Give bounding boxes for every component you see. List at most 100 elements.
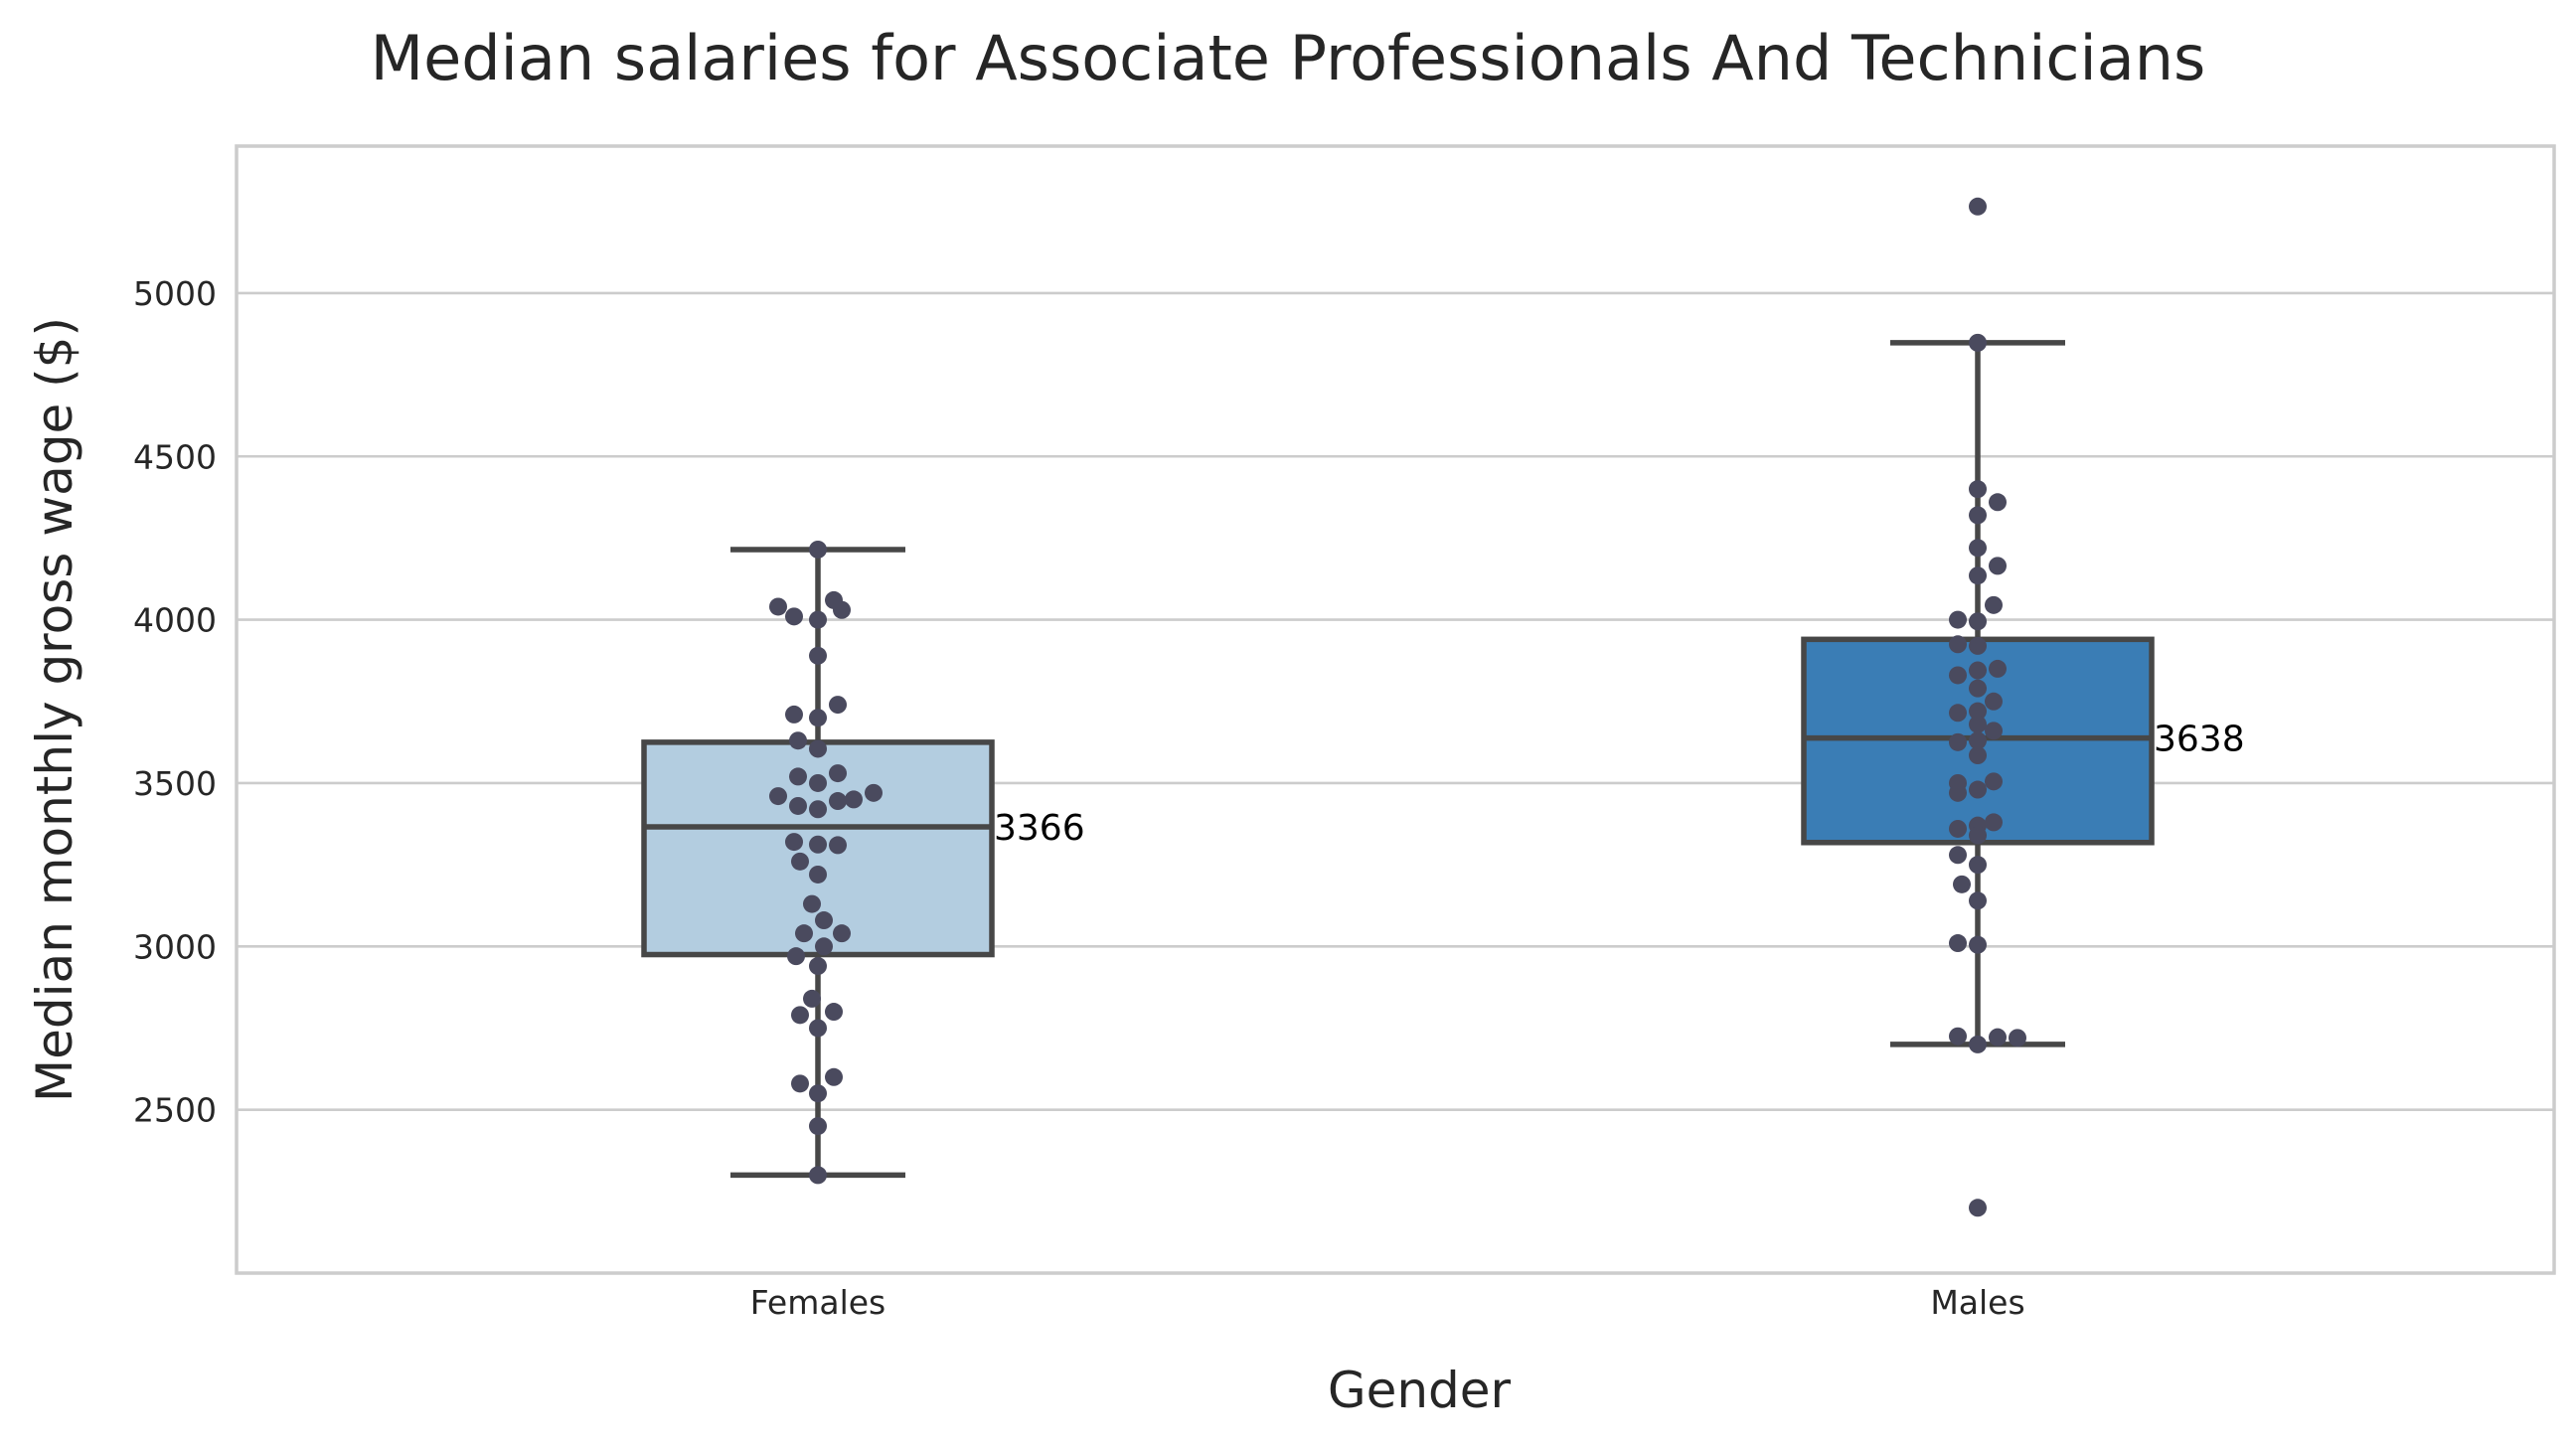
point-males-21 [1969, 731, 1987, 750]
point-females-6 [809, 646, 827, 665]
y-tick-label-3000: 3000 [133, 927, 217, 966]
point-females-34 [825, 1003, 843, 1022]
point-males-14 [1949, 666, 1967, 685]
point-males-28 [1985, 813, 2003, 832]
point-males-36 [1949, 934, 1967, 953]
point-males-10 [1949, 635, 1967, 654]
x-tick-label-males: Males [1930, 1283, 2024, 1322]
point-females-5 [809, 610, 827, 629]
point-males-7 [1985, 595, 2003, 614]
point-females-2 [769, 597, 787, 616]
point-females-14 [809, 773, 827, 792]
point-males-35 [1969, 891, 1987, 910]
point-females-7 [829, 696, 847, 715]
point-males-32 [1949, 846, 1967, 865]
point-males-16 [1985, 692, 2003, 711]
point-females-21 [785, 833, 803, 852]
point-females-3 [833, 600, 851, 619]
point-males-38 [1949, 1027, 1967, 1046]
point-females-16 [769, 787, 787, 806]
point-males-17 [1969, 702, 1987, 721]
y-tick-label-4500: 4500 [133, 437, 217, 476]
point-females-22 [809, 835, 827, 854]
point-females-27 [815, 911, 833, 930]
point-females-37 [825, 1067, 843, 1086]
point-males-4 [1969, 539, 1987, 558]
point-males-39 [1989, 1028, 2007, 1046]
y-tick-label-4000: 4000 [133, 601, 217, 640]
point-females-41 [809, 1166, 827, 1185]
median-label-males: 3638 [2154, 720, 2245, 760]
point-males-23 [1969, 746, 1987, 765]
chart-title: Median salaries for Associate Profession… [371, 22, 2206, 94]
point-males-30 [1949, 819, 1967, 838]
point-females-38 [791, 1074, 809, 1093]
point-males-9 [1969, 612, 1987, 631]
point-males-1 [1969, 480, 1987, 499]
outlier-males-1 [1969, 1199, 1987, 1217]
point-females-19 [789, 796, 807, 815]
plot-frame [235, 144, 2556, 1275]
y-tick-label-3500: 3500 [133, 764, 217, 803]
outlier-males-0 [1969, 197, 1987, 216]
x-axis-categories: Females Males [750, 1283, 2025, 1322]
point-females-12 [829, 764, 847, 783]
point-females-24 [791, 852, 809, 871]
point-females-31 [787, 947, 805, 966]
point-males-8 [1949, 610, 1967, 629]
point-females-10 [789, 731, 807, 750]
point-males-40 [2009, 1029, 2026, 1047]
x-tick-label-females: Females [750, 1283, 886, 1322]
y-tick-label-2500: 2500 [133, 1091, 217, 1130]
x-axis-label: Gender [1328, 1362, 1512, 1419]
point-females-13 [789, 767, 807, 786]
point-males-31 [1969, 826, 1987, 845]
point-males-41 [1969, 1035, 1987, 1053]
point-males-37 [1969, 935, 1987, 954]
point-females-33 [803, 989, 821, 1008]
point-females-35 [791, 1006, 809, 1025]
point-females-32 [809, 957, 827, 976]
point-females-15 [865, 783, 883, 802]
point-males-18 [1949, 704, 1967, 723]
point-males-0 [1969, 333, 1987, 352]
point-males-24 [1985, 772, 2003, 791]
point-males-13 [1969, 661, 1987, 680]
point-females-29 [833, 924, 851, 943]
point-females-25 [809, 865, 827, 884]
point-males-2 [1989, 493, 2007, 512]
point-females-0 [809, 540, 827, 559]
point-males-27 [1949, 783, 1967, 802]
point-males-3 [1969, 506, 1987, 525]
point-females-26 [803, 894, 821, 913]
point-females-30 [815, 937, 833, 956]
point-males-11 [1969, 636, 1987, 655]
point-males-12 [1989, 659, 2007, 678]
point-males-20 [1985, 722, 2003, 740]
box-females: 3366 [641, 547, 1085, 1179]
swarm-points [769, 333, 2026, 1185]
y-axis-label: Median monthly gross wage ($) [26, 317, 83, 1102]
point-males-19 [1969, 715, 1987, 733]
y-tick-label-5000: 5000 [133, 274, 217, 313]
point-females-20 [809, 800, 827, 819]
y-axis-ticks: 2500 3000 3500 4000 4500 5000 [133, 274, 217, 1130]
point-males-22 [1949, 732, 1967, 751]
box-plots: 3366 3638 [641, 197, 2245, 1217]
point-females-36 [809, 1019, 827, 1038]
point-females-39 [809, 1084, 827, 1103]
box-males: 3638 [1801, 197, 2245, 1217]
median-label-females: 3366 [994, 808, 1085, 849]
point-males-15 [1969, 679, 1987, 698]
point-males-33 [1969, 856, 1987, 875]
point-females-11 [809, 739, 827, 758]
point-females-40 [809, 1117, 827, 1136]
point-females-18 [829, 792, 847, 811]
point-males-5 [1989, 557, 2007, 575]
point-females-28 [795, 924, 813, 943]
point-females-8 [785, 705, 803, 724]
point-females-4 [785, 607, 803, 626]
point-males-6 [1969, 566, 1987, 585]
point-males-26 [1969, 780, 1987, 799]
